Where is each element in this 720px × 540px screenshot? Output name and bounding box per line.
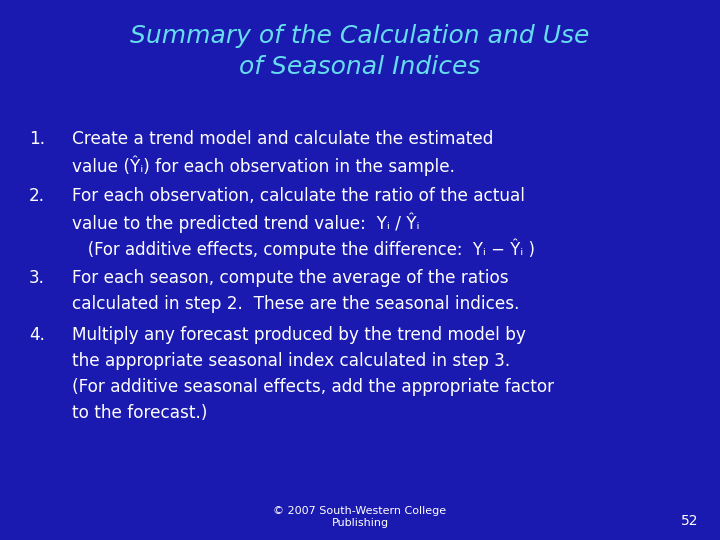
Text: For each season, compute the average of the ratios: For each season, compute the average of … — [72, 269, 508, 287]
Text: 4.: 4. — [29, 326, 45, 344]
Text: 3.: 3. — [29, 269, 45, 287]
Text: For each observation, calculate the ratio of the actual: For each observation, calculate the rati… — [72, 187, 525, 205]
Text: to the forecast.): to the forecast.) — [72, 404, 207, 422]
Text: Summary of the Calculation and Use
of Seasonal Indices: Summary of the Calculation and Use of Se… — [130, 24, 590, 79]
Text: the appropriate seasonal index calculated in step 3.: the appropriate seasonal index calculate… — [72, 352, 510, 370]
Text: Create a trend model and calculate the estimated: Create a trend model and calculate the e… — [72, 130, 493, 147]
Text: (For additive effects, compute the difference:  Yᵢ − Ŷᵢ ): (For additive effects, compute the diffe… — [72, 239, 535, 259]
Text: Multiply any forecast produced by the trend model by: Multiply any forecast produced by the tr… — [72, 326, 526, 344]
Text: 52: 52 — [681, 514, 698, 528]
Text: 2.: 2. — [29, 187, 45, 205]
Text: 1.: 1. — [29, 130, 45, 147]
Text: value (Ŷᵢ) for each observation in the sample.: value (Ŷᵢ) for each observation in the s… — [72, 156, 455, 176]
Text: © 2007 South-Western College
Publishing: © 2007 South-Western College Publishing — [274, 506, 446, 528]
Text: (For additive seasonal effects, add the appropriate factor: (For additive seasonal effects, add the … — [72, 378, 554, 396]
Text: value to the predicted trend value:  Yᵢ / Ŷᵢ: value to the predicted trend value: Yᵢ /… — [72, 213, 420, 233]
Text: calculated in step 2.  These are the seasonal indices.: calculated in step 2. These are the seas… — [72, 295, 520, 313]
